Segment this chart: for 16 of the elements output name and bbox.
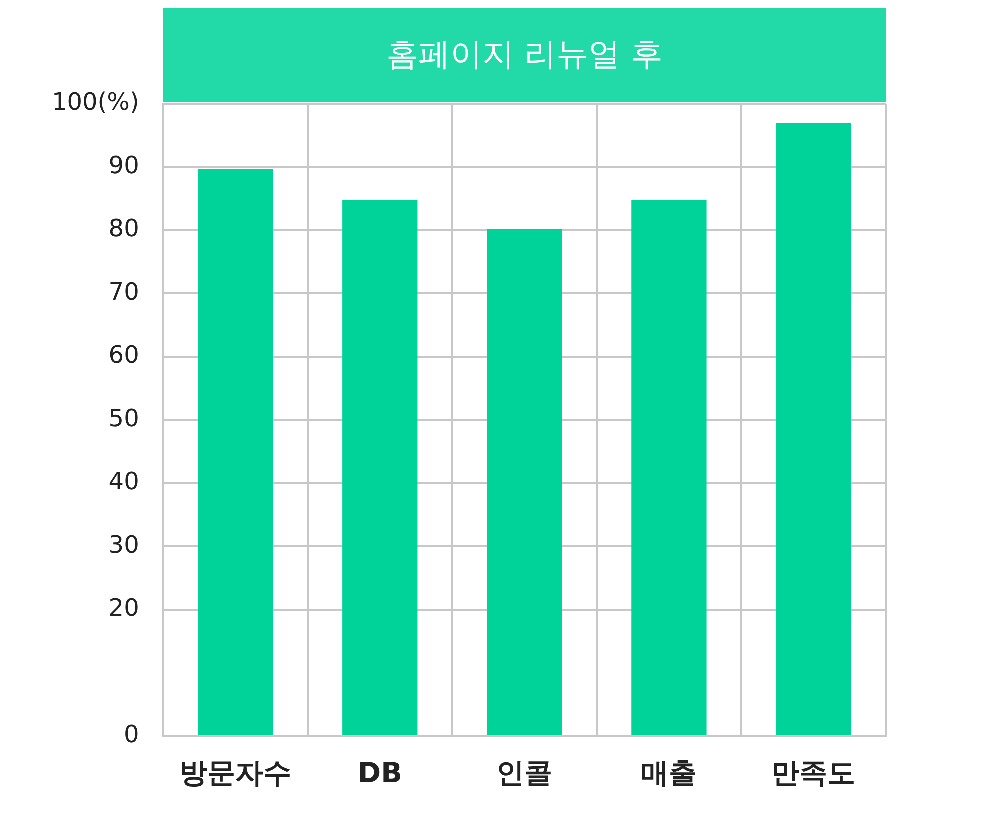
x-tick-label: 인콜 bbox=[496, 756, 553, 790]
y-tick-label: 80 bbox=[108, 214, 140, 243]
y-tick-label: 50 bbox=[108, 404, 140, 432]
chart-title: 홈페이지 리뉴얼 후 bbox=[163, 8, 886, 102]
y-tick-label: 60 bbox=[108, 341, 140, 370]
x-tick-label: 만족도 bbox=[772, 756, 856, 790]
y-tick-label: 70 bbox=[108, 278, 140, 306]
x-tick-label: DB bbox=[358, 756, 402, 790]
y-tick-label: 100(%) bbox=[52, 88, 140, 116]
x-tick-label: 매출 bbox=[641, 756, 698, 790]
y-tick-label: 0 bbox=[124, 720, 140, 749]
x-tick-label: 방문자수 bbox=[180, 756, 292, 790]
y-tick-label: 90 bbox=[108, 151, 140, 180]
y-tick-label: 30 bbox=[108, 530, 140, 559]
y-tick-label: 40 bbox=[108, 468, 140, 496]
y-tick-label: 20 bbox=[108, 594, 140, 622]
